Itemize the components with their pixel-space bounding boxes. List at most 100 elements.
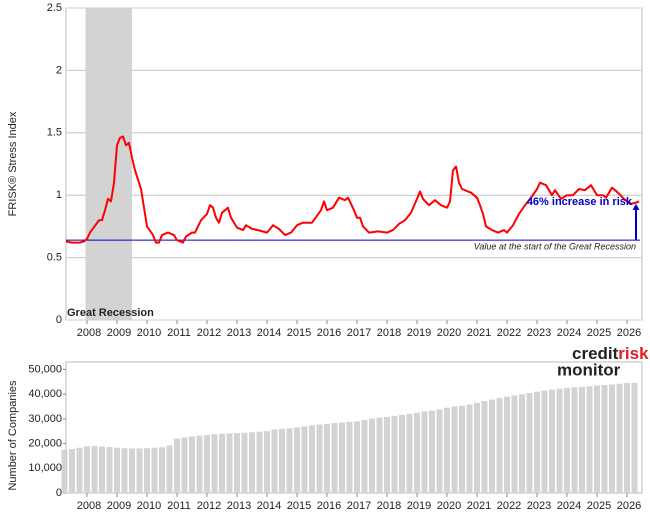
bar bbox=[616, 383, 623, 493]
bar bbox=[144, 448, 150, 493]
bar bbox=[361, 419, 368, 493]
bar bbox=[421, 411, 428, 493]
bar bbox=[76, 447, 83, 493]
x-tick-label: 2019 bbox=[407, 327, 431, 339]
x-tick-label: 2024 bbox=[557, 500, 581, 512]
x-tick-label: 2013 bbox=[227, 500, 251, 512]
bar bbox=[624, 383, 630, 493]
x-tick-label: 2025 bbox=[587, 327, 611, 339]
x-tick-label: 2026 bbox=[617, 500, 641, 512]
bar bbox=[331, 423, 338, 493]
bar bbox=[309, 425, 315, 493]
bar bbox=[609, 384, 615, 493]
bar bbox=[631, 382, 638, 493]
x-tick-label: 2023 bbox=[527, 500, 551, 512]
y-tick-label: 40,000 bbox=[28, 388, 62, 400]
bar bbox=[369, 418, 375, 493]
y-axis-label: Number of Companies bbox=[7, 380, 19, 491]
bar bbox=[226, 433, 233, 493]
x-tick-label: 2026 bbox=[617, 327, 641, 339]
y-tick-label: 30,000 bbox=[28, 413, 62, 425]
bar bbox=[271, 429, 278, 493]
bar bbox=[451, 406, 458, 493]
x-tick-label: 2024 bbox=[557, 327, 581, 339]
bar bbox=[121, 448, 128, 493]
bar bbox=[69, 449, 75, 493]
bar bbox=[166, 445, 173, 493]
bar bbox=[354, 421, 360, 493]
y-tick-label: 0.5 bbox=[47, 252, 62, 264]
bar bbox=[384, 416, 390, 493]
y-tick-label: 1 bbox=[56, 189, 62, 201]
bar bbox=[219, 433, 225, 493]
x-tick-label: 2012 bbox=[197, 327, 221, 339]
bar bbox=[489, 399, 495, 493]
x-tick-label: 2022 bbox=[497, 327, 521, 339]
y-tick-label: 20,000 bbox=[28, 437, 62, 449]
x-tick-label: 2017 bbox=[347, 327, 371, 339]
x-tick-label: 2025 bbox=[587, 500, 611, 512]
x-tick-label: 2008 bbox=[77, 327, 101, 339]
x-tick-label: 2011 bbox=[167, 327, 191, 339]
bar bbox=[601, 384, 608, 493]
shade-band bbox=[85, 8, 132, 320]
bar bbox=[151, 447, 158, 493]
x-tick-label: 2016 bbox=[317, 327, 341, 339]
bar bbox=[541, 390, 548, 493]
logo-risk: risk bbox=[618, 344, 649, 363]
bar bbox=[264, 431, 270, 493]
x-tick-label: 2010 bbox=[137, 327, 161, 339]
x-tick-label: 2009 bbox=[107, 327, 131, 339]
bar bbox=[391, 415, 398, 493]
bar bbox=[519, 394, 525, 493]
x-tick-label: 2014 bbox=[257, 327, 281, 339]
bar bbox=[504, 396, 510, 493]
bar bbox=[316, 424, 323, 493]
bar bbox=[61, 449, 68, 493]
bar bbox=[346, 421, 353, 493]
x-tick-label: 2014 bbox=[257, 500, 281, 512]
bar bbox=[496, 397, 503, 493]
bar bbox=[429, 410, 435, 493]
bar bbox=[481, 401, 488, 493]
bar bbox=[106, 447, 113, 493]
bar bbox=[181, 437, 188, 493]
x-tick-label: 2023 bbox=[527, 327, 551, 339]
x-tick-label: 2020 bbox=[437, 500, 461, 512]
arrow-head bbox=[632, 203, 640, 210]
bar bbox=[564, 387, 570, 493]
y-tick-label: 50,000 bbox=[28, 363, 62, 375]
shade-label: Great Recession bbox=[67, 307, 154, 319]
bar bbox=[174, 438, 180, 493]
x-tick-label: 2011 bbox=[167, 500, 191, 512]
bar bbox=[376, 417, 383, 493]
bar bbox=[91, 446, 98, 493]
bar bbox=[406, 413, 413, 493]
bar bbox=[586, 386, 593, 493]
bar bbox=[99, 446, 105, 493]
x-tick-label: 2018 bbox=[377, 327, 401, 339]
bar bbox=[444, 407, 450, 493]
bar bbox=[294, 427, 300, 493]
x-tick-label: 2009 bbox=[107, 500, 131, 512]
y-tick-label: 0 bbox=[56, 487, 62, 499]
x-tick-label: 2016 bbox=[317, 500, 341, 512]
bar bbox=[594, 385, 600, 493]
y-tick-label: 2.5 bbox=[47, 2, 62, 14]
x-tick-label: 2018 bbox=[377, 500, 401, 512]
x-tick-label: 2015 bbox=[287, 327, 311, 339]
bar bbox=[129, 448, 135, 493]
bar bbox=[474, 402, 480, 493]
series-line bbox=[65, 135, 640, 244]
bar bbox=[196, 435, 203, 493]
bar bbox=[301, 426, 308, 493]
y-axis-label: FRISK® Stress Index bbox=[7, 111, 19, 216]
bar bbox=[324, 423, 330, 493]
plot-area bbox=[65, 7, 643, 321]
bar bbox=[571, 387, 578, 493]
x-tick-label: 2013 bbox=[227, 327, 251, 339]
bar bbox=[241, 432, 248, 493]
bar bbox=[466, 404, 473, 493]
baseline-label: Value at the start of the Great Recessio… bbox=[474, 242, 636, 252]
